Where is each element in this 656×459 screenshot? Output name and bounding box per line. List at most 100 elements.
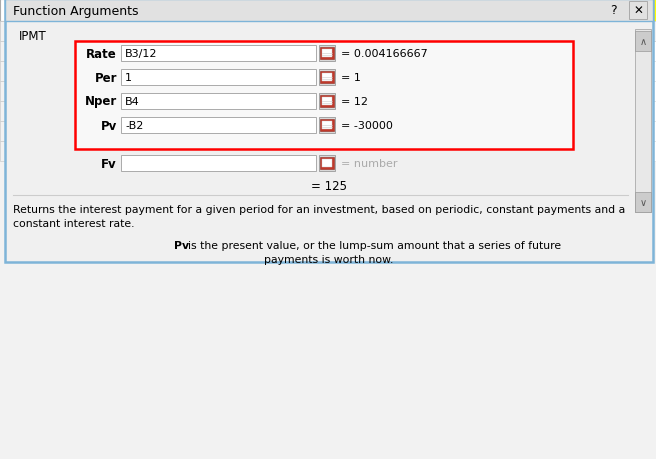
Text: 12: 12 — [225, 105, 240, 118]
Bar — [0, 22, 18, 42]
Text: B3/12: B3/12 — [125, 49, 157, 59]
Bar — [320, 48, 334, 60]
Text: Interest per month: Interest per month — [23, 145, 149, 158]
Text: 2: 2 — [5, 67, 12, 77]
Bar — [155, 142, 310, 162]
Text: 1: 1 — [125, 73, 132, 83]
Text: payments is worth now.: payments is worth now. — [264, 254, 394, 264]
Text: ✓: ✓ — [129, 6, 138, 16]
Bar — [430, 42, 535, 62]
Bar — [430, 82, 535, 102]
Text: Rate: Rate — [86, 47, 117, 61]
Text: Loan Amount: Loan Amount — [23, 65, 110, 78]
Bar — [0, 62, 18, 82]
Text: is the present value, or the lump-sum amount that a series of future: is the present value, or the lump-sum am… — [181, 241, 561, 251]
Bar — [155, 22, 310, 42]
Bar — [535, 82, 656, 102]
Text: ?: ? — [609, 5, 617, 17]
Text: Fv: Fv — [102, 157, 117, 170]
Bar — [430, 142, 535, 162]
Bar — [310, 82, 430, 102]
Text: Interest Rate: Interest Rate — [23, 85, 111, 98]
Bar — [121, 94, 316, 110]
Bar — [18, 142, 155, 162]
Text: C: C — [366, 27, 374, 37]
Bar — [319, 46, 335, 62]
Bar — [18, 82, 155, 102]
Text: -B2: -B2 — [125, 121, 144, 131]
Text: = number: = number — [341, 159, 398, 168]
Bar — [310, 22, 430, 42]
Bar — [535, 122, 656, 142]
Text: 3: 3 — [5, 87, 12, 97]
Bar — [430, 22, 535, 42]
Text: ✕: ✕ — [633, 5, 643, 17]
Bar — [18, 102, 155, 122]
Bar — [18, 82, 155, 102]
Bar — [322, 122, 332, 130]
Text: Returns the interest payment for a given period for an investment, based on peri: Returns the interest payment for a given… — [13, 205, 625, 214]
Text: ∧: ∧ — [640, 37, 647, 47]
Text: A: A — [83, 27, 91, 37]
Text: IPMT: IPMT — [36, 5, 64, 17]
Bar — [635, 32, 651, 52]
Bar — [310, 122, 430, 142]
Bar — [168, 0, 656, 22]
Bar — [322, 74, 332, 82]
Bar — [319, 118, 335, 134]
Text: = 125: = 125 — [311, 179, 347, 192]
Bar — [18, 62, 155, 82]
Text: $30,000: $30,000 — [209, 65, 256, 78]
Text: = 12: = 12 — [341, 97, 368, 107]
Bar — [629, 2, 647, 20]
Text: 1: 1 — [5, 47, 12, 57]
Text: Function Arguments: Function Arguments — [13, 5, 138, 17]
Bar — [155, 122, 310, 142]
Text: 4: 4 — [5, 107, 12, 117]
Text: IPMT: IPMT — [19, 29, 47, 42]
Bar — [0, 22, 656, 42]
Bar — [121, 156, 316, 172]
Bar — [430, 122, 535, 142]
Bar — [121, 46, 316, 62]
Bar — [310, 62, 430, 82]
Text: constant interest rate.: constant interest rate. — [13, 218, 134, 229]
Bar — [155, 102, 310, 122]
Text: Per: Per — [94, 71, 117, 84]
Bar — [0, 0, 100, 22]
Text: Pv: Pv — [174, 241, 189, 251]
Bar — [0, 142, 18, 162]
Text: 5: 5 — [5, 127, 12, 137]
Text: = -30000: = -30000 — [341, 121, 393, 131]
Bar — [319, 94, 335, 110]
Bar — [155, 102, 310, 122]
Bar — [535, 62, 656, 82]
Text: =IPMT(B3/12,1,B4,-B2): =IPMT(B3/12,1,B4,-B2) — [172, 5, 334, 17]
Bar — [635, 30, 651, 213]
Bar — [0, 102, 18, 122]
Bar — [310, 142, 430, 162]
Bar — [635, 193, 651, 213]
Text: 6: 6 — [5, 147, 12, 157]
Text: ▾: ▾ — [108, 6, 112, 16]
Text: No. of payment (period): No. of payment (period) — [23, 105, 182, 118]
Text: = 0.004166667: = 0.004166667 — [341, 49, 428, 59]
Text: B4: B4 — [125, 97, 140, 107]
Text: ∨: ∨ — [640, 197, 647, 207]
Bar — [155, 142, 310, 162]
Bar — [18, 142, 155, 162]
Text: D: D — [478, 27, 487, 37]
Bar — [430, 62, 535, 82]
Bar — [75, 42, 573, 150]
Bar — [430, 102, 535, 122]
Bar — [0, 122, 18, 142]
Text: = 1: = 1 — [341, 73, 361, 83]
Bar — [18, 62, 155, 82]
Text: Nper: Nper — [85, 95, 117, 108]
Bar — [155, 62, 310, 82]
Text: E: E — [592, 27, 599, 37]
Text: B: B — [229, 27, 236, 37]
Bar — [155, 82, 310, 102]
Bar — [320, 72, 334, 84]
Bar — [18, 122, 155, 142]
